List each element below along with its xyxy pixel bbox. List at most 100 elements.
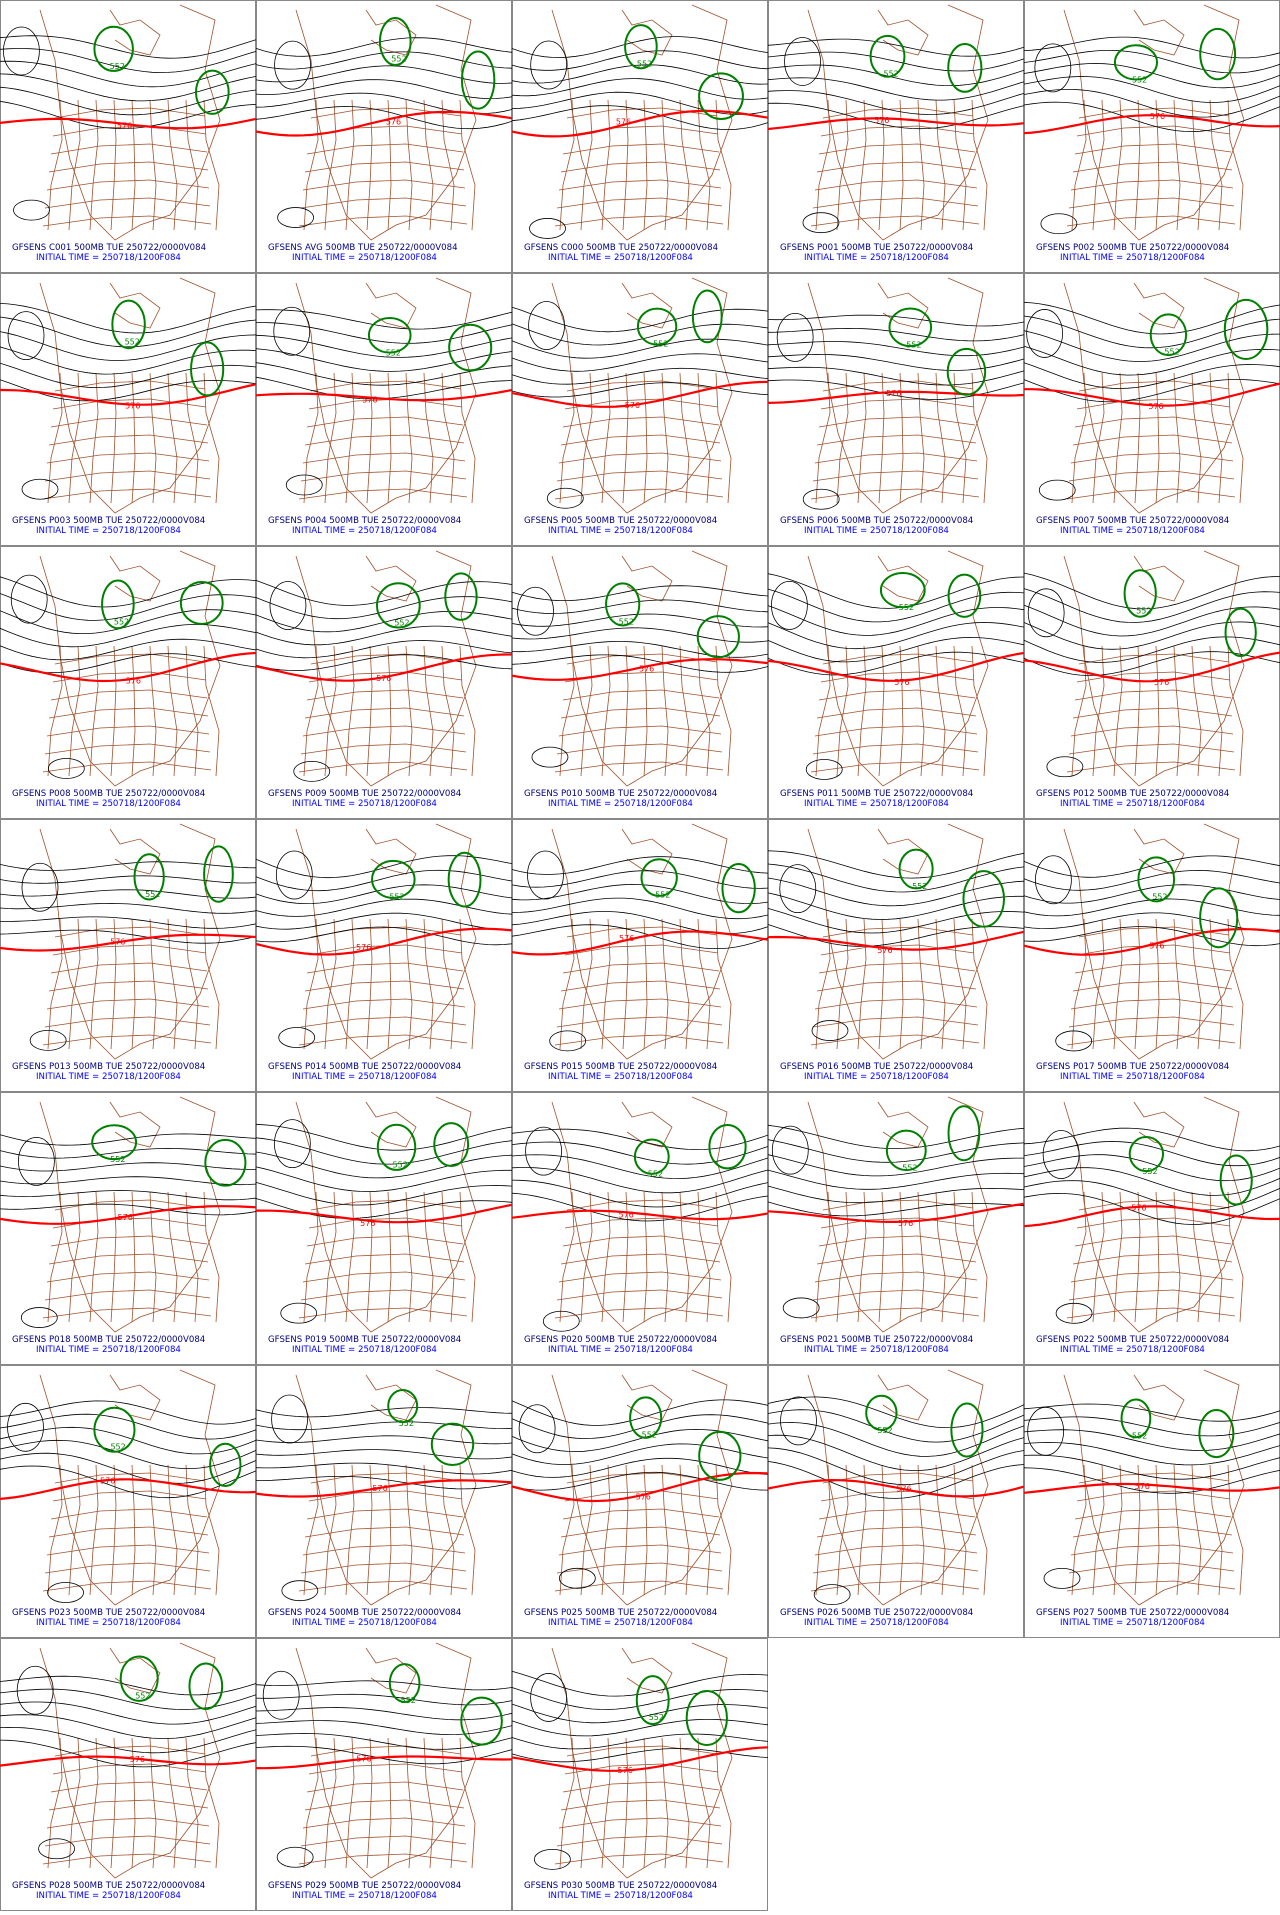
contour-552 xyxy=(91,1124,138,1161)
state-line xyxy=(697,918,711,1050)
coastline xyxy=(877,9,929,56)
contour-label: 552 xyxy=(637,60,652,69)
state-line xyxy=(48,980,209,992)
contours xyxy=(767,37,1025,234)
contour-line xyxy=(255,1182,513,1206)
state-line xyxy=(459,645,476,777)
contour-label: 552 xyxy=(655,891,670,900)
contour-552 xyxy=(1219,1154,1253,1206)
state-line xyxy=(562,1235,720,1247)
contour-line xyxy=(255,596,513,620)
contour-552 xyxy=(947,42,983,93)
coastline xyxy=(365,1647,417,1694)
contour-line xyxy=(805,759,843,780)
state-line xyxy=(89,1737,99,1869)
state-line xyxy=(298,1853,468,1865)
state-line xyxy=(298,761,468,773)
geography xyxy=(807,1096,989,1333)
contour-line xyxy=(767,588,1025,623)
panel-border xyxy=(0,1365,256,1638)
contour-line xyxy=(771,580,808,630)
state-line xyxy=(306,962,464,974)
state-line xyxy=(441,99,455,231)
panel-init-time: INITIAL TIME = 250718/1200F084 xyxy=(292,1345,437,1355)
contour-552 xyxy=(1199,887,1239,949)
coastline xyxy=(621,828,673,875)
state-line xyxy=(1074,689,1232,701)
state-line xyxy=(810,1034,980,1046)
contour-line xyxy=(0,1465,257,1499)
state-line xyxy=(564,398,719,410)
panel-init-time: INITIAL TIME = 250718/1200F084 xyxy=(292,526,437,536)
contour-line xyxy=(767,102,1025,130)
contour-line xyxy=(780,1396,817,1446)
contour-line xyxy=(255,1745,513,1765)
state-line xyxy=(203,1737,220,1869)
state-line xyxy=(558,179,722,191)
state-line xyxy=(697,645,711,777)
coastline xyxy=(1133,828,1185,875)
contour-552 xyxy=(947,573,982,618)
contour-552 xyxy=(685,1690,728,1746)
contour-552 xyxy=(640,858,678,897)
state-line xyxy=(560,1253,721,1265)
panel-title: GFSENS P006 500MB TUE 250722/0000V084 xyxy=(780,516,973,526)
panel-init-time: INITIAL TIME = 250718/1200F084 xyxy=(292,1891,437,1901)
state-line xyxy=(558,725,722,737)
state-line xyxy=(810,1307,980,1319)
contour-line xyxy=(767,1447,1025,1486)
panel-border xyxy=(256,273,512,546)
contour-line xyxy=(255,1733,513,1750)
state-line xyxy=(1072,1253,1233,1265)
state-line xyxy=(345,918,355,1050)
contours xyxy=(511,1126,769,1332)
contour-line xyxy=(3,26,40,76)
contour-552 xyxy=(448,323,493,372)
geography xyxy=(39,4,221,241)
state-line xyxy=(580,1464,593,1596)
contour-line xyxy=(511,1719,769,1737)
panel-init-time: INITIAL TIME = 250718/1200F084 xyxy=(1060,526,1205,536)
contour-576 xyxy=(255,653,512,682)
contour-line xyxy=(779,864,817,914)
map-panel: 552 576 GFSENS AVG 500MB TUE 250722/0000V0… xyxy=(255,0,513,273)
geography xyxy=(39,550,221,787)
state-line xyxy=(203,918,220,1050)
contour-label: 552 xyxy=(110,1155,125,1164)
panel-title: GFSENS P024 500MB TUE 250722/0000V084 xyxy=(268,1608,461,1618)
coastline xyxy=(109,9,161,56)
contour-line xyxy=(767,636,1025,663)
state-line xyxy=(820,398,975,410)
state-line xyxy=(1066,1580,1236,1592)
contour-552 xyxy=(119,1655,159,1702)
state-line xyxy=(310,1199,462,1211)
panel-init-time: INITIAL TIME = 250718/1200F084 xyxy=(1060,1618,1205,1628)
contour-552 xyxy=(633,1138,670,1175)
contour-line xyxy=(255,1707,513,1721)
state-line xyxy=(715,645,732,777)
contour-line xyxy=(1026,309,1064,358)
panel-border xyxy=(1024,819,1280,1092)
state-line xyxy=(366,1191,373,1323)
contours xyxy=(767,573,1025,780)
state-line xyxy=(459,918,476,1050)
state-line xyxy=(715,918,732,1050)
contour-line xyxy=(1027,588,1065,638)
contour-552 xyxy=(447,851,482,908)
state-line xyxy=(306,689,464,701)
contour-label: 576 xyxy=(1131,1203,1146,1212)
panel-title: GFSENS P009 500MB TUE 250722/0000V084 xyxy=(268,789,461,799)
contour-line xyxy=(0,100,257,130)
contour-line xyxy=(293,760,331,782)
state-line xyxy=(50,689,208,701)
contour-line xyxy=(1040,213,1078,235)
contour-line xyxy=(542,1310,580,1332)
panel-title: GFSENS P026 500MB TUE 250722/0000V084 xyxy=(780,1608,973,1618)
state-line xyxy=(1113,918,1123,1050)
state-line xyxy=(818,143,976,155)
contour-line xyxy=(511,1179,769,1208)
state-line xyxy=(50,1781,208,1793)
panel-init-time: INITIAL TIME = 250718/1200F084 xyxy=(36,1618,181,1628)
contour-line xyxy=(255,1123,513,1151)
map-panel: 552 576 GFSENS P006 500MB TUE 250722/0000V… xyxy=(767,273,1025,546)
